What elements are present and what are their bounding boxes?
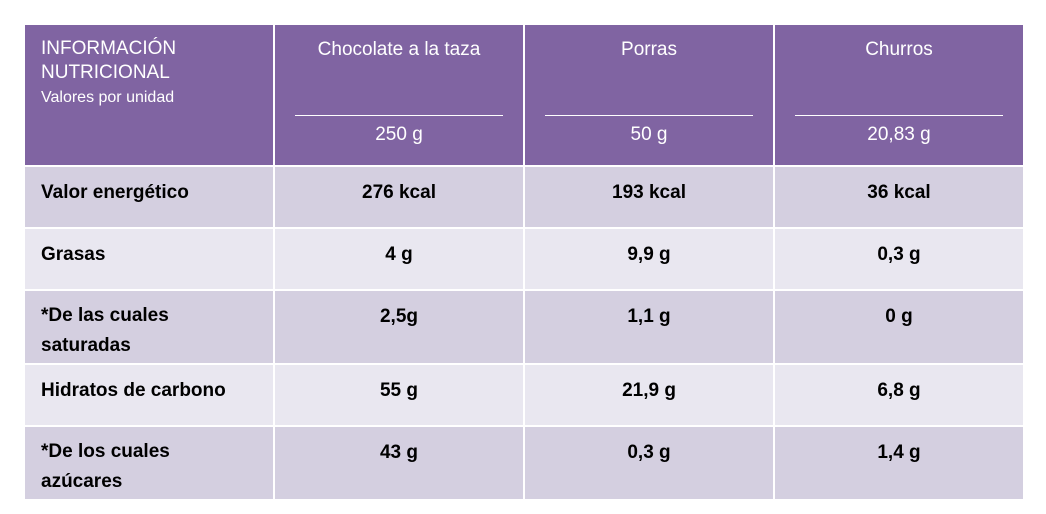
label-cell: *De las cuales saturadas: [23, 289, 275, 365]
value-cell: 193 kcal: [523, 165, 775, 229]
cell-value: 1,4 g: [877, 442, 921, 463]
column-serving: 20,83 g: [867, 124, 931, 145]
value-cell: 6,8 g: [773, 363, 1025, 427]
table-subtitle: Valores por unidad: [41, 89, 175, 106]
table-row: *De los cuales azúcares 43 g 0,3 g 1,4 g: [23, 425, 1025, 501]
row-label: *De los cuales azúcares: [41, 441, 170, 492]
header-cell: Churros 20,83 g: [773, 23, 1025, 167]
label-cell: Hidratos de carbono: [23, 363, 275, 427]
cell-value: 55 g: [379, 380, 419, 401]
cell-value: 0,3 g: [627, 442, 671, 463]
value-cell: 0,3 g: [773, 227, 1025, 291]
header-cell: INFORMACIÓN NUTRICIONAL Valores por unida…: [23, 23, 275, 167]
cell-value: 0 g: [885, 306, 913, 327]
cell-value: 276 kcal: [362, 182, 436, 203]
value-cell: 21,9 g: [523, 363, 775, 427]
table-row: *De las cuales saturadas 2,5g 1,1 g 0 g: [23, 289, 1025, 365]
cell-value: 1,1 g: [627, 306, 671, 327]
value-cell: 36 kcal: [773, 165, 1025, 229]
cell-value: 43 g: [379, 442, 419, 463]
cell-value: 4 g: [385, 244, 413, 265]
value-cell: 0,3 g: [523, 425, 775, 501]
table-title: INFORMACIÓN NUTRICIONAL: [41, 38, 177, 83]
column-name: Porras: [621, 39, 677, 60]
row-label: *De las cuales saturadas: [41, 305, 169, 356]
value-cell: 55 g: [273, 363, 525, 427]
label-cell: *De los cuales azúcares: [23, 425, 275, 501]
header-cell: Chocolate a la taza 250 g: [273, 23, 525, 167]
value-cell: 1,1 g: [523, 289, 775, 365]
value-cell: 276 kcal: [273, 165, 525, 229]
table-row: Grasas 4 g 9,9 g 0,3 g: [23, 227, 1025, 291]
value-cell: 9,9 g: [523, 227, 775, 291]
nutrition-table: INFORMACIÓN NUTRICIONAL Valores por unida…: [23, 23, 1025, 501]
cell-value: 6,8 g: [877, 380, 921, 401]
value-cell: 43 g: [273, 425, 525, 501]
cell-value: 193 kcal: [612, 182, 686, 203]
cell-value: 21,9 g: [622, 380, 676, 401]
column-name: Churros: [865, 39, 933, 60]
cell-value: 2,5g: [379, 306, 419, 327]
value-cell: 0 g: [773, 289, 1025, 365]
cell-value: 0,3 g: [877, 244, 921, 265]
value-cell: 1,4 g: [773, 425, 1025, 501]
column-serving: 50 g: [630, 124, 668, 145]
value-cell: 2,5g: [273, 289, 525, 365]
table-row: Hidratos de carbono 55 g 21,9 g 6,8 g: [23, 363, 1025, 427]
column-serving: 250 g: [375, 124, 423, 145]
value-cell: 4 g: [273, 227, 525, 291]
header-cell: Porras 50 g: [523, 23, 775, 167]
row-label: Valor energético: [41, 182, 189, 203]
cell-value: 9,9 g: [627, 244, 671, 265]
column-name: Chocolate a la taza: [317, 39, 481, 60]
cell-value: 36 kcal: [867, 182, 931, 203]
row-label: Hidratos de carbono: [41, 380, 226, 401]
label-cell: Grasas: [23, 227, 275, 291]
row-label: Grasas: [41, 244, 106, 265]
table-row: Valor energético 276 kcal 193 kcal 36 kcal: [23, 165, 1025, 229]
label-cell: Valor energético: [23, 165, 275, 229]
header-row: INFORMACIÓN NUTRICIONAL Valores por unida…: [23, 23, 1025, 167]
